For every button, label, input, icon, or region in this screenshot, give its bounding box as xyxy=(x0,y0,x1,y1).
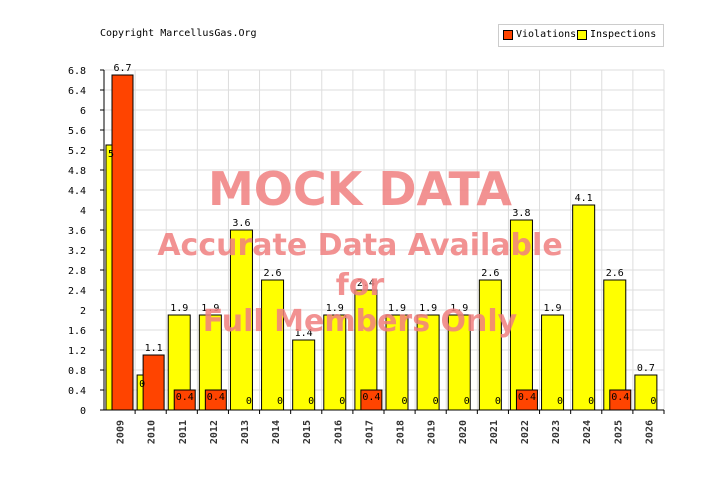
value-label-violations-2025: 0.4 xyxy=(611,392,629,403)
x-tick-label-2019: 2019 xyxy=(427,420,438,444)
x-tick-label-2024: 2024 xyxy=(582,420,593,444)
y-tick-label: 3.2 xyxy=(68,246,86,257)
value-label-inspections-2023: 1.9 xyxy=(544,303,562,314)
value-label-violations-2018: 0 xyxy=(401,396,407,407)
x-tick-label-2020: 2020 xyxy=(458,420,469,444)
value-label-inspections-2025: 2.6 xyxy=(606,268,624,279)
value-label-violations-2023: 0 xyxy=(557,396,563,407)
value-label-inspections-2010: 0 xyxy=(139,379,145,390)
value-label-inspections-2017: 2.4 xyxy=(357,278,375,289)
x-axis: 2009 2010 2011 2012 2013 2014 2015 2016 2017 2018… xyxy=(104,409,665,444)
legend-label-inspections: Inspections xyxy=(590,29,657,40)
value-label-violations-2010: 1.1 xyxy=(145,343,163,354)
x-tick-label-2026: 2026 xyxy=(644,420,655,444)
y-tick-label: 5.2 xyxy=(68,146,86,157)
legend: Violations Inspections xyxy=(498,24,664,47)
value-label-inspections-2009: 5 xyxy=(108,149,114,160)
value-label-violations-2014: 0 xyxy=(277,396,283,407)
value-label-inspections-2013: 3.6 xyxy=(232,218,250,229)
x-tick-label-2015: 2015 xyxy=(302,420,313,444)
y-tick-label: 3.6 xyxy=(68,226,86,237)
value-label-violations-2022: 0.4 xyxy=(518,392,536,403)
value-label-inspections-2022: 3.8 xyxy=(512,208,530,219)
bar-violations-2009 xyxy=(111,74,134,411)
x-tick-label-2011: 2011 xyxy=(178,420,189,444)
bar-inspections-2022 xyxy=(509,219,533,411)
value-labels: 6.7 5 1.1 0 0.4 1.9 0.4 1.9 0 3.6 0 2.6 0 1.4 0 1.9 0.4 2… xyxy=(108,63,656,407)
x-tick-label-2014: 2014 xyxy=(271,420,282,444)
y-axis: 0 0.4 0.8 1.2 1.6 2 2.4 2.8 3.2 3.6 4 4.4 4.8 5.2 5.6 6… xyxy=(68,66,105,417)
value-label-inspections-2012: 1.9 xyxy=(201,303,219,314)
value-label-inspections-2019: 1.9 xyxy=(419,303,437,314)
y-tick-label: 2.4 xyxy=(68,286,86,297)
bar-violations-2010 xyxy=(142,354,165,411)
y-tick-label: 6 xyxy=(80,106,86,117)
value-label-violations-2016: 0 xyxy=(339,396,345,407)
legend-item-inspections: Inspections xyxy=(577,29,656,40)
y-tick-label: 1.6 xyxy=(68,326,86,337)
value-label-violations-2009: 6.7 xyxy=(113,63,131,74)
y-tick-label: 1.2 xyxy=(68,346,86,357)
value-label-violations-2024: 0 xyxy=(588,396,594,407)
x-tick-label-2018: 2018 xyxy=(396,420,407,444)
y-tick-label: 0.4 xyxy=(68,386,86,397)
value-label-inspections-2018: 1.9 xyxy=(388,303,406,314)
value-label-violations-2013: 0 xyxy=(246,396,252,407)
bars xyxy=(105,74,658,411)
value-label-inspections-2011: 1.9 xyxy=(170,303,188,314)
y-tick-label: 4.8 xyxy=(68,166,86,177)
value-label-violations-2017: 0.4 xyxy=(362,392,380,403)
legend-swatch-inspections xyxy=(577,29,587,40)
x-tick-label-2016: 2016 xyxy=(333,420,344,444)
x-tick-label-2025: 2025 xyxy=(613,420,624,444)
y-tick-label: 4 xyxy=(80,206,86,217)
y-tick-label: 6.8 xyxy=(68,66,86,77)
x-tick-label-2009: 2009 xyxy=(116,420,127,444)
x-tick-label-2013: 2013 xyxy=(240,420,251,444)
value-label-violations-2026: 0 xyxy=(650,396,656,407)
value-label-violations-2020: 0 xyxy=(464,396,470,407)
x-tick-label-2010: 2010 xyxy=(147,420,158,444)
value-label-inspections-2015: 1.4 xyxy=(295,328,313,339)
x-tick-label-2012: 2012 xyxy=(209,420,220,444)
y-tick-label: 2.8 xyxy=(68,266,86,277)
value-label-inspections-2021: 2.6 xyxy=(481,268,499,279)
value-label-violations-2011: 0.4 xyxy=(176,392,194,403)
legend-item-violations: Violations xyxy=(503,29,576,40)
value-label-inspections-2016: 1.9 xyxy=(326,303,344,314)
value-label-violations-2019: 0 xyxy=(433,396,439,407)
y-tick-label: 4.4 xyxy=(68,186,86,197)
x-tick-label-2022: 2022 xyxy=(520,420,531,444)
x-tick-label-2023: 2023 xyxy=(551,420,562,444)
x-tick-label-2017: 2017 xyxy=(364,420,375,444)
value-label-inspections-2026: 0.7 xyxy=(637,363,655,374)
value-label-inspections-2020: 1.9 xyxy=(450,303,468,314)
legend-label-violations: Violations xyxy=(516,29,577,40)
y-tick-label: 5.6 xyxy=(68,126,86,137)
y-tick-label: 6.4 xyxy=(68,86,86,97)
bar-inspections-2014 xyxy=(261,279,285,411)
y-tick-label: 2 xyxy=(80,306,86,317)
copyright-text: Copyright MarcellusGas.Org xyxy=(100,28,257,39)
grid xyxy=(103,69,665,411)
value-label-inspections-2014: 2.6 xyxy=(264,268,282,279)
y-tick-label: 0.8 xyxy=(68,366,86,377)
value-label-violations-2021: 0 xyxy=(495,396,501,407)
value-label-violations-2012: 0.4 xyxy=(207,392,225,403)
bar-inspections-2013 xyxy=(229,229,253,411)
y-tick-label: 0 xyxy=(80,406,86,417)
bar-inspections-2021 xyxy=(478,279,502,411)
x-tick-label-2021: 2021 xyxy=(489,420,500,444)
legend-swatch-violations xyxy=(503,29,513,40)
value-label-violations-2015: 0 xyxy=(308,396,314,407)
value-label-inspections-2024: 4.1 xyxy=(575,193,593,204)
bar-inspections-2024 xyxy=(572,204,596,411)
